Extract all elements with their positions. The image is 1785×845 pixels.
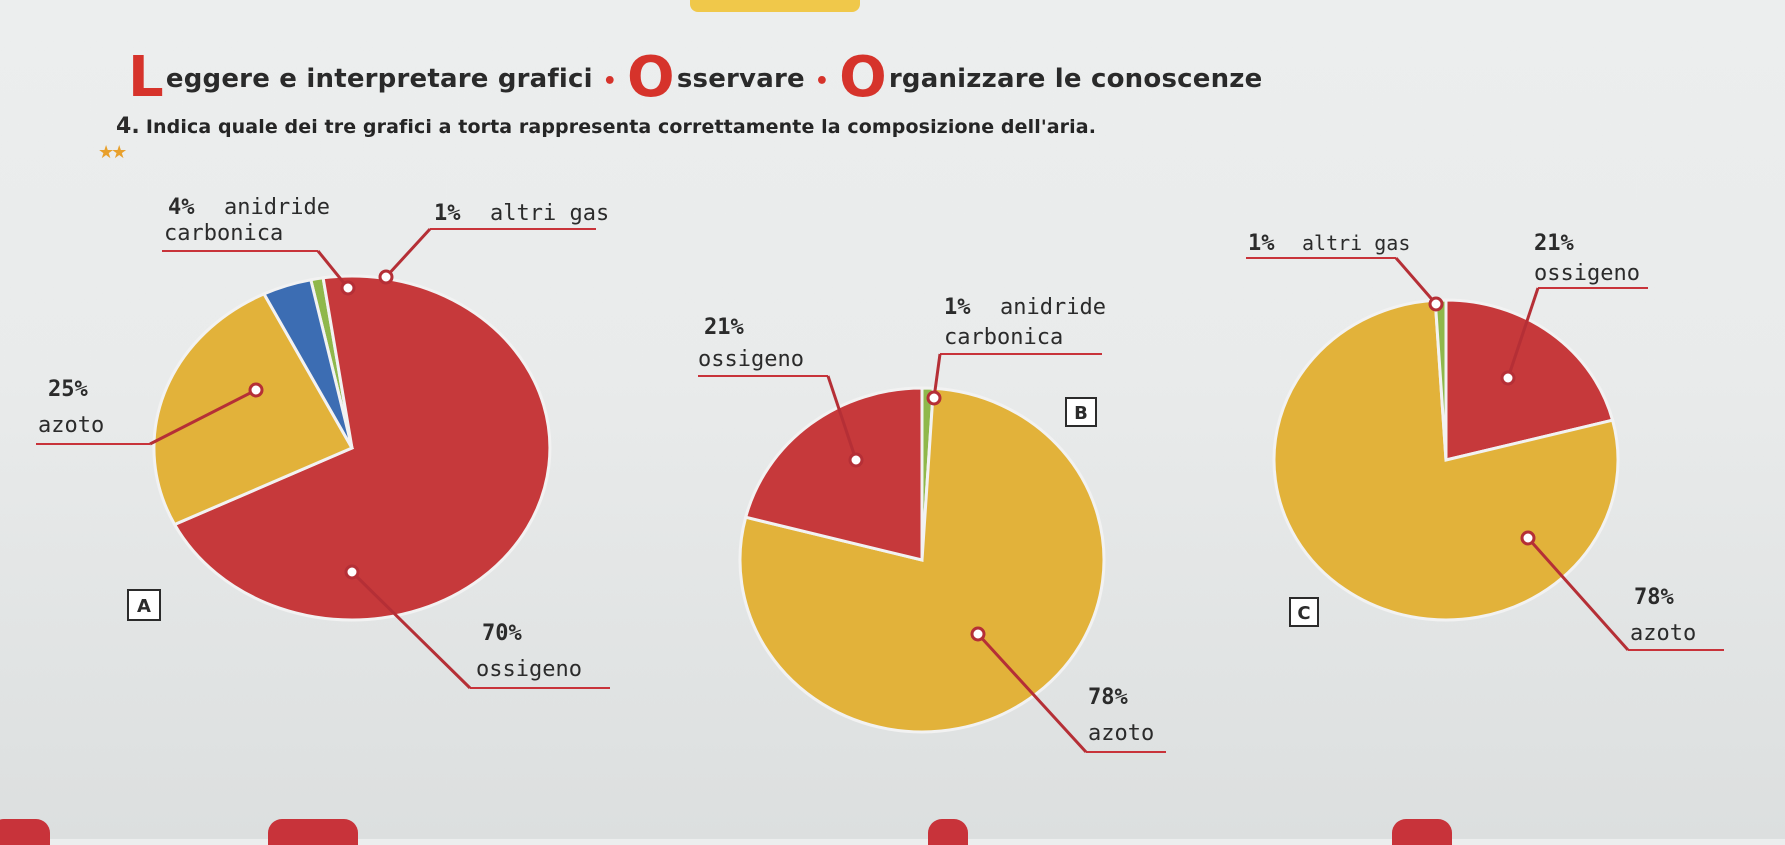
heading-separator-dot: • xyxy=(814,69,830,94)
chart-b-oxygen-pct: 21% xyxy=(704,315,744,340)
chart-a-slice-azoto xyxy=(152,291,355,527)
chart-b-badge: B xyxy=(1065,397,1097,427)
difficulty-stars-icon: ★★ xyxy=(98,142,127,163)
leader-endpoint-dot xyxy=(1500,370,1516,386)
question: 4. Indica quale dei tre grafici a torta r… xyxy=(116,114,1096,139)
bottom-decoration xyxy=(1392,819,1452,845)
heading-part-2: O sservare xyxy=(627,46,805,106)
chart-a-nitrogen-name: azoto xyxy=(38,413,104,438)
chart-b-oxygen-name: ossigeno xyxy=(698,347,804,372)
chart-a-oxygen-name: ossigeno xyxy=(476,657,582,682)
chart-a-nitrogen-pct: 25% xyxy=(48,377,88,402)
heading-initial-3: O xyxy=(839,45,887,110)
page-tab-decoration xyxy=(690,0,860,12)
leader-endpoint-dot xyxy=(1428,296,1444,312)
bottom-decoration xyxy=(928,819,968,845)
heading-part-1: L eggere e interpretare grafici xyxy=(128,46,593,106)
chart-a-badge-label: A xyxy=(137,596,151,617)
chart-a-slice-ossigeno xyxy=(172,274,552,622)
chart-a-co2-name-2: carbonica xyxy=(164,221,283,246)
leader-endpoint-dot xyxy=(248,382,264,398)
leader-endpoint-dot xyxy=(344,564,360,580)
chart-c-oxygen-name: ossigeno xyxy=(1534,261,1640,286)
chart-b-co2-name-1: anidride xyxy=(1000,295,1106,320)
chart-c-other-pct: 1% xyxy=(1248,231,1275,256)
chart-a-oxygen-pct: 70% xyxy=(482,621,522,646)
chart-a-labels: 4% anidride carbonica 1% altri gas 25% a… xyxy=(38,195,609,682)
question-number: 4. xyxy=(116,114,140,139)
heading-initial-2: O xyxy=(627,45,675,110)
leader-endpoint-dot xyxy=(340,280,356,296)
chart-b-leaders xyxy=(698,353,1166,754)
chart-a-co2-pct: 4% xyxy=(168,195,195,220)
chart-c-badge-label: C xyxy=(1297,603,1310,624)
chart-a-leaders xyxy=(36,227,610,690)
chart-c-leaders xyxy=(1246,257,1724,651)
heading-text-2: sservare xyxy=(676,64,805,94)
chart-a-badge: A xyxy=(127,589,161,621)
chart-b-nitrogen-pct: 78% xyxy=(1088,685,1128,710)
chart-c-slice-ossigeno xyxy=(1444,298,1615,462)
heading-text-3: rganizzare le conoscenze xyxy=(888,64,1263,94)
chart-a-other-name: altri gas xyxy=(490,201,609,226)
chart-b-co2-name-2: carbonica xyxy=(944,325,1063,350)
chart-c-oxygen-pct: 21% xyxy=(1534,231,1574,256)
chart-c-labels: 1% altri gas 21% ossigeno 78% azoto xyxy=(1248,231,1696,646)
chart-a-slice-anidride-carbonica xyxy=(261,278,354,449)
heading-text-1: eggere e interpretare grafici xyxy=(165,64,593,94)
chart-b-co2-pct: 1% xyxy=(944,295,971,320)
leader-endpoint-dot xyxy=(378,269,394,285)
heading-separator-dot: • xyxy=(602,69,618,94)
question-text: Indica quale dei tre grafici a torta rap… xyxy=(145,116,1097,138)
chart-b-labels: 21% ossigeno 1% anidride carbonica 78% a… xyxy=(698,295,1154,746)
leader-endpoint-dot xyxy=(926,390,942,406)
bottom-decoration xyxy=(268,819,358,845)
leader-endpoints xyxy=(248,269,1536,642)
chart-b-badge-label: B xyxy=(1074,403,1088,424)
chart-b-slice-ossigeno xyxy=(743,386,924,562)
chart-b-nitrogen-name: azoto xyxy=(1088,721,1154,746)
leader-endpoint-dot xyxy=(848,452,864,468)
bottom-decoration xyxy=(0,819,50,845)
heading-part-3: O rganizzare le conoscenze xyxy=(839,46,1263,106)
chart-a-other-pct: 1% xyxy=(434,201,461,226)
leader-endpoint-dot xyxy=(970,626,986,642)
chart-c-other-name: altri gas xyxy=(1302,231,1410,255)
chart-c-badge: C xyxy=(1289,597,1319,627)
leader-endpoint-dot xyxy=(1520,530,1536,546)
section-heading: L eggere e interpretare grafici • O sser… xyxy=(128,22,1263,106)
heading-initial-1: L xyxy=(128,45,164,110)
pie-slices-layer xyxy=(152,274,1620,734)
chart-c-nitrogen-pct: 78% xyxy=(1634,585,1674,610)
chart-a-co2-name-1: anidride xyxy=(224,195,330,220)
chart-c-nitrogen-name: azoto xyxy=(1630,621,1696,646)
